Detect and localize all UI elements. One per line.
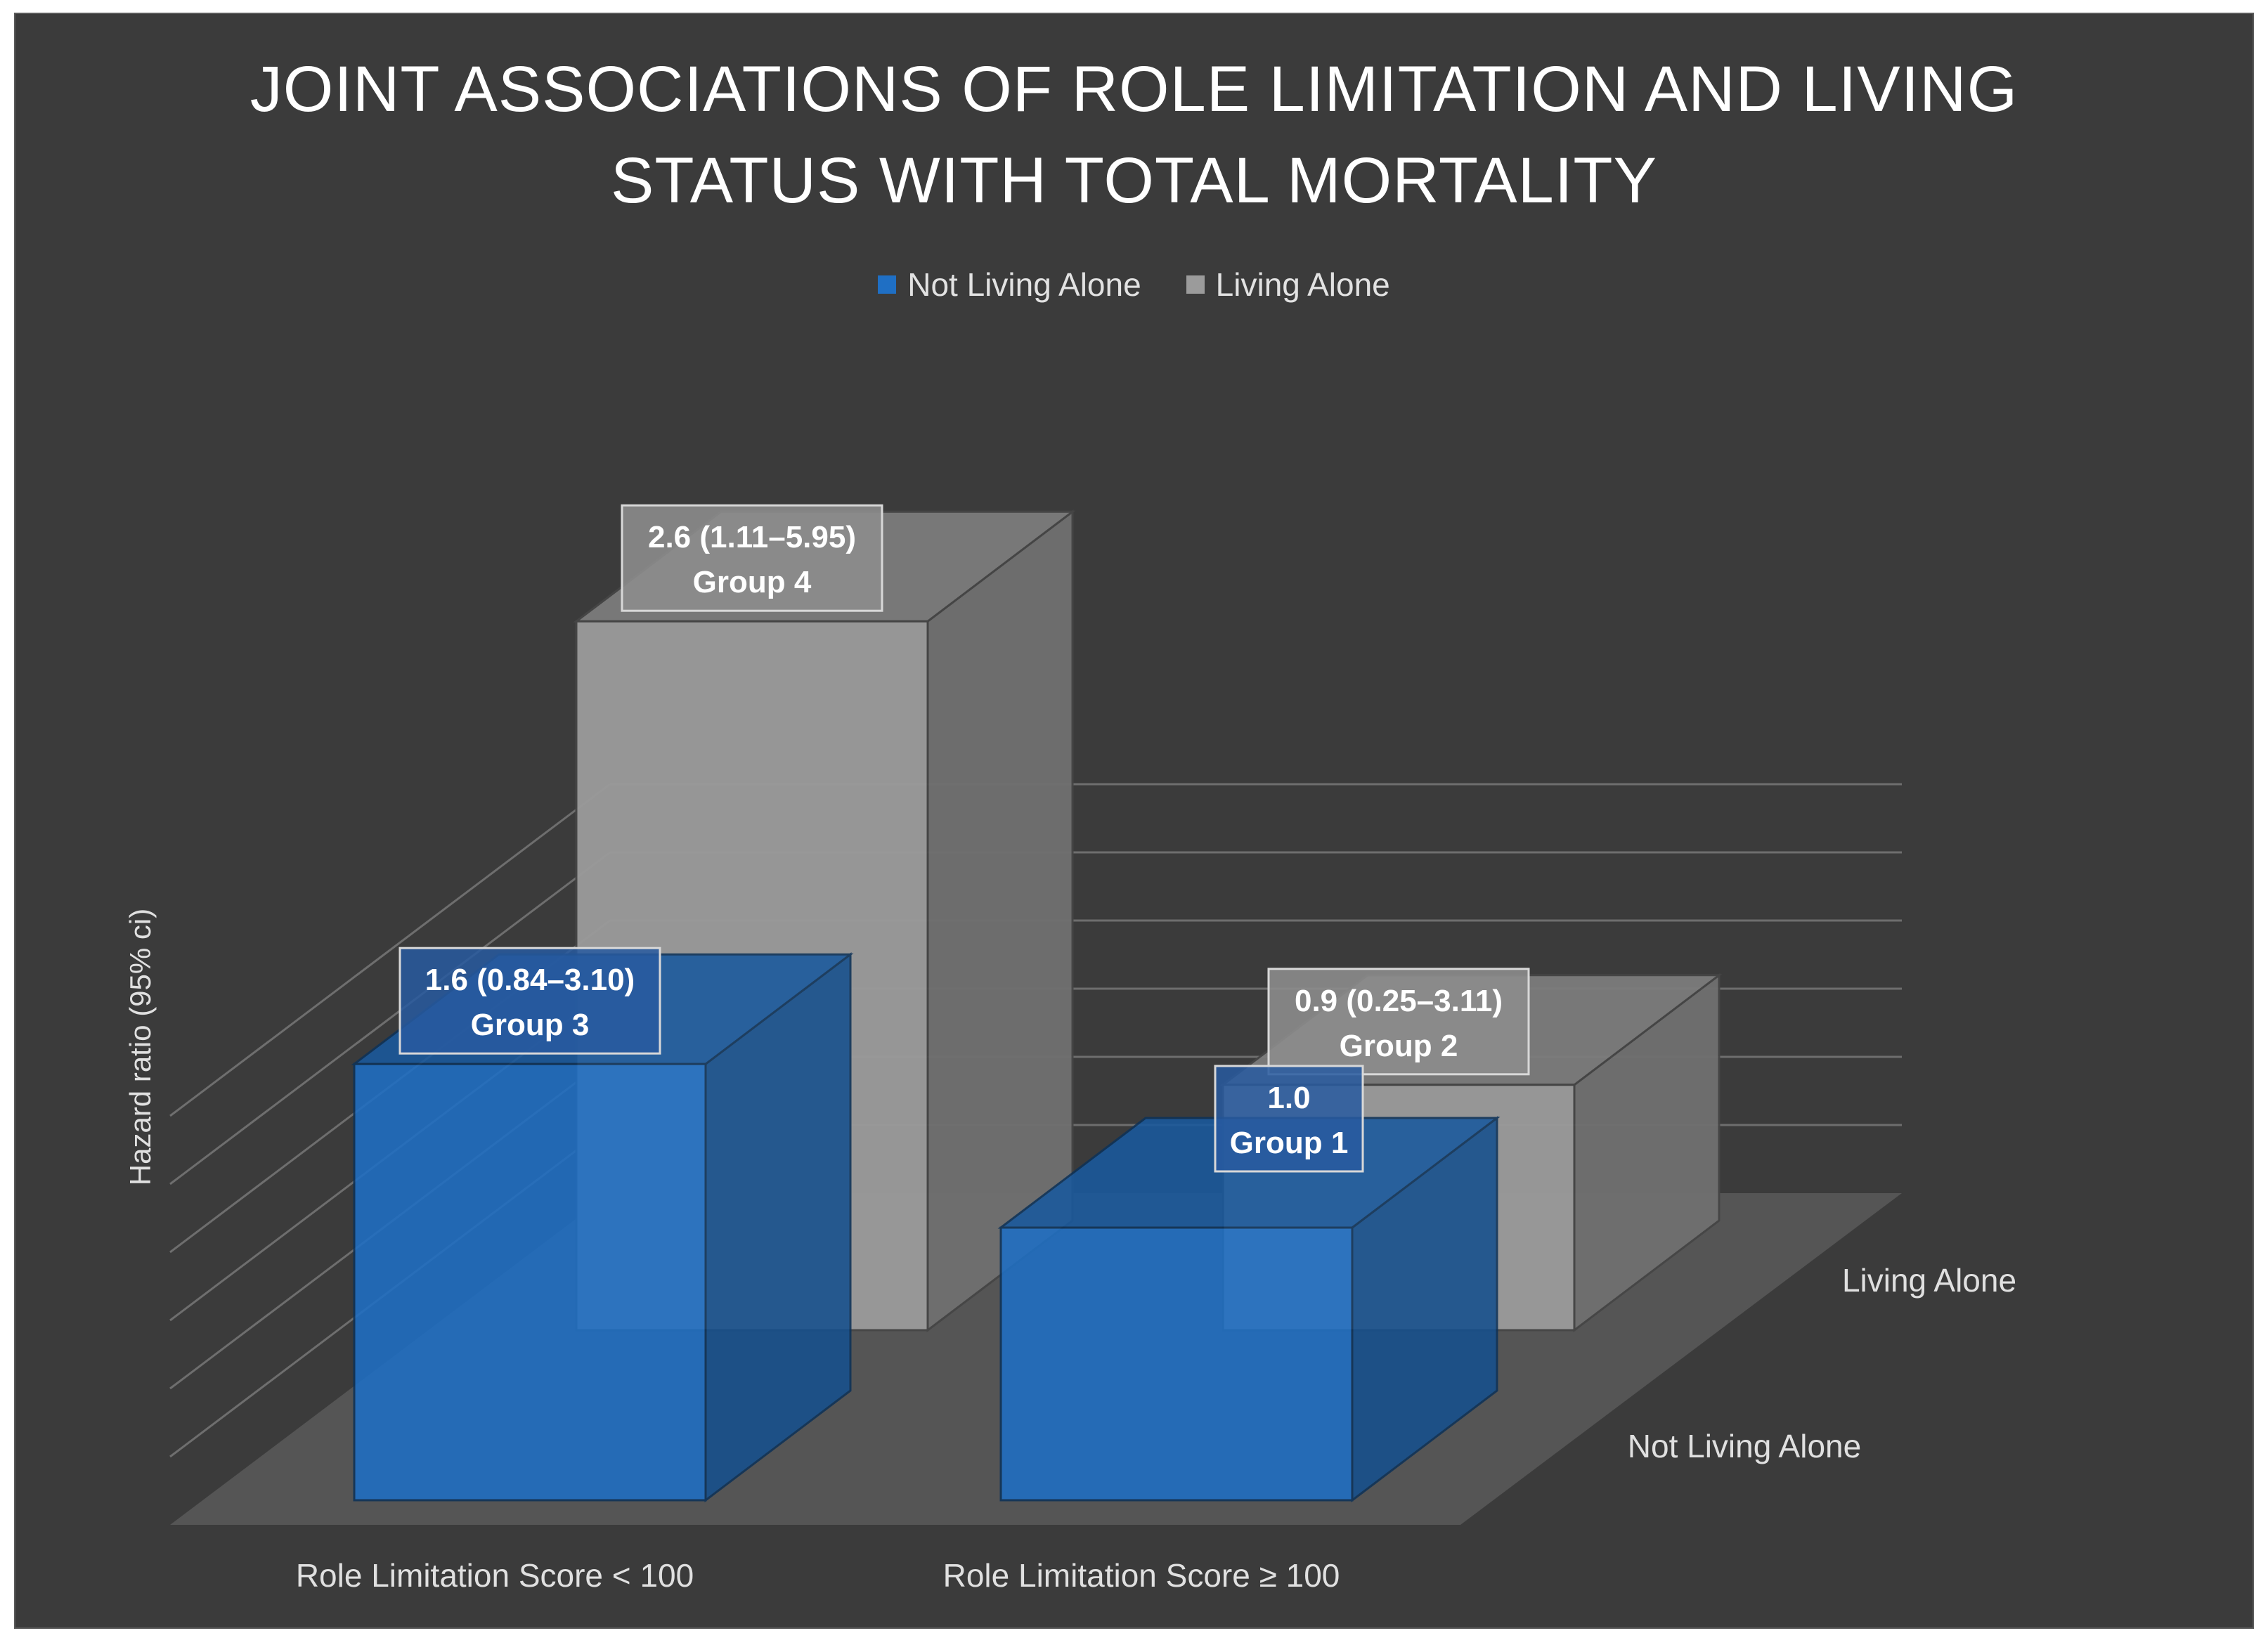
legend-label-not-living-alone: Not Living Alone (907, 266, 1141, 303)
depth-label-not-living-alone: Not Living Alone (1628, 1428, 1861, 1464)
chart-title-line-1: JOINT ASSOCIATIONS OF ROLE LIMITATION AN… (250, 53, 2018, 125)
legend-swatch-living-alone (1186, 275, 1205, 294)
chart-axis-text: Hazard ratio (95% ci) Role Limitation Sco… (124, 909, 2016, 1594)
bar-not-living-alone-2-front (999, 1226, 1354, 1502)
data-label-living-alone-2: 0.9 (0.25–3.11) Group 2 (1267, 968, 1530, 1076)
x-category-label-2: Role Limitation Score ≥ 100 (943, 1557, 1340, 1594)
data-label-living-alone-2-box (1267, 968, 1530, 1076)
data-label-living-alone-1-group: Group 4 (693, 565, 812, 599)
data-label-not-living-alone-2-value: 1.0 (1267, 1081, 1310, 1115)
data-label-living-alone-2-group: Group 2 (1340, 1029, 1458, 1063)
legend-label-living-alone: Living Alone (1215, 266, 1390, 303)
depth-label-living-alone: Living Alone (1842, 1262, 2016, 1299)
x-category-label-1: Role Limitation Score < 100 (296, 1557, 694, 1594)
legend-item-living-alone: Living Alone (1186, 266, 1390, 304)
data-label-not-living-alone-2-group: Group 1 (1230, 1126, 1349, 1160)
data-label-not-living-alone-2: 1.0 Group 1 (1214, 1065, 1364, 1173)
data-label-not-living-alone-1-box (398, 947, 661, 1055)
legend-item-not-living-alone: Not Living Alone (878, 266, 1141, 304)
chart-title: JOINT ASSOCIATIONS OF ROLE LIMITATION AN… (0, 44, 2268, 226)
legend: Not Living Alone Living Alone (0, 266, 2268, 304)
data-label-not-living-alone-1-value: 1.6 (0.84–3.10) (425, 963, 635, 997)
legend-swatch-not-living-alone (878, 275, 897, 294)
data-label-living-alone-1-value: 2.6 (1.11–5.95) (648, 520, 856, 554)
chart-title-line-2: STATUS WITH TOTAL MORTALITY (611, 145, 1657, 216)
gridline-side (169, 851, 611, 1185)
bar-not-living-alone-1-front (353, 1062, 707, 1502)
data-label-not-living-alone-2-box (1214, 1065, 1364, 1173)
bar-not-living-alone-2 (997, 1115, 1501, 1503)
data-label-living-alone-1: 2.6 (1.11–5.95) Group 4 (621, 504, 883, 612)
chart-data-labels: 2.6 (1.11–5.95) Group 4 0.9 (0.25–3.11) Gro… (398, 504, 1530, 1173)
gridline-side (169, 783, 611, 1117)
data-label-living-alone-2-value: 0.9 (0.25–3.11) (1295, 984, 1503, 1018)
data-label-not-living-alone-1-group: Group 3 (471, 1008, 590, 1042)
data-label-living-alone-1-box (621, 504, 883, 612)
y-axis-label: Hazard ratio (95% ci) (124, 909, 157, 1185)
data-label-not-living-alone-1: 1.6 (0.84–3.10) Group 3 (398, 947, 661, 1055)
